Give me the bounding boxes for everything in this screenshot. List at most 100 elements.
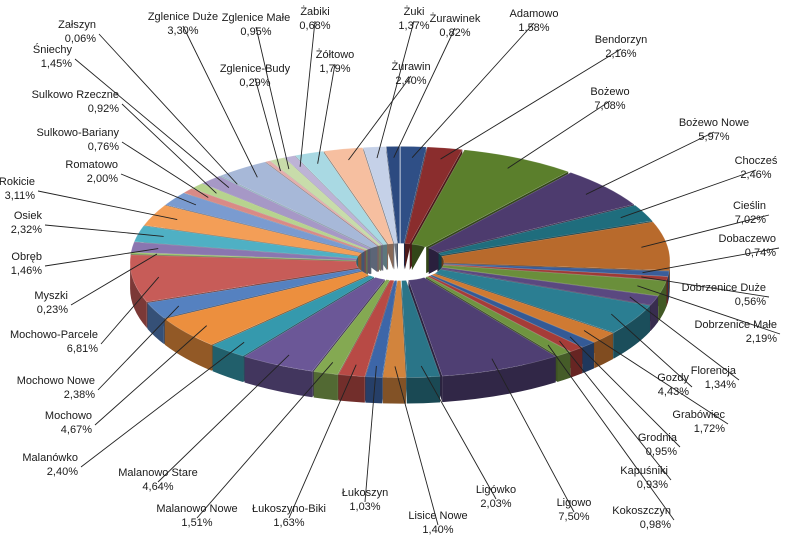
slice-grodnia[interactable] — [429, 274, 595, 348]
slice-zurawinek[interactable] — [385, 146, 401, 244]
data-label-bozewo-nowe: Bożewo Nowe 5,97% — [679, 117, 749, 143]
data-label-malanowo-nowe: Malanowo Nowe 1,51% — [156, 503, 237, 529]
slice-side-mochowo-nowe — [147, 302, 164, 345]
slice-name-sulkowo-rzeczne: Sulkowo Rzeczne — [32, 89, 119, 101]
slice-zglenice-budy[interactable] — [264, 160, 380, 247]
slice-name-osiek: Osiek — [14, 210, 43, 222]
slice-name-dobrzenice-male: Dobrzenice Małe — [694, 319, 777, 331]
slice-ligowo[interactable] — [408, 277, 557, 377]
slice-malanowko[interactable] — [211, 275, 375, 357]
slice-name-lisice-nowe: Lisice Nowe — [408, 510, 467, 522]
slice-sulkowo-rzeczne[interactable] — [191, 183, 369, 251]
data-label-mochowo-nowe: Mochowo Nowe 2,38% — [17, 375, 95, 401]
slice-value-ligowko: 2,03% — [480, 498, 511, 510]
slice-dobaczewo[interactable] — [443, 263, 670, 277]
slice-rokicie[interactable] — [143, 204, 363, 257]
slice-florencja[interactable] — [440, 267, 659, 306]
slice-name-florencja: Florencja — [691, 365, 737, 377]
leader-line-zurawin — [348, 75, 412, 161]
slice-zurawin[interactable] — [323, 147, 394, 245]
leader-line-kokoszczyn — [547, 344, 675, 521]
leader-line-bendorzyn — [440, 48, 622, 160]
slice-value-zglenice-duze: 3,30% — [167, 25, 198, 37]
slice-side-ligowko — [406, 376, 441, 404]
slice-side-lukoszyno-biki — [338, 374, 365, 403]
leader-line-malanowo-nowe — [196, 362, 334, 519]
slice-obreb[interactable] — [130, 241, 358, 261]
slice-name-dobaczewo: Dobaczewo — [719, 233, 776, 245]
slice-value-mochowo: 4,67% — [61, 424, 92, 436]
slice-name-zurawin: Żurawin — [391, 60, 430, 73]
slice-side-lukoszyn — [365, 376, 383, 404]
slice-osiek[interactable] — [133, 225, 359, 259]
slice-value-lisice-nowe: 1,40% — [422, 524, 453, 535]
slice-side-dobaczewo — [667, 271, 670, 303]
leader-line-bozewo-nowe — [585, 131, 715, 195]
slice-malanowo-nowe[interactable] — [313, 279, 391, 375]
leader-line-lukoszyn — [364, 365, 377, 503]
slice-lukoszyn[interactable] — [365, 280, 398, 378]
slice-bozewo[interactable] — [411, 149, 569, 248]
slice-zoltowo[interactable] — [294, 150, 388, 246]
slice-zglenice-male[interactable] — [269, 157, 382, 246]
slice-sulkowo-bariany[interactable] — [183, 188, 367, 252]
data-label-malanowo-stare: Malanowo Stare 4,64% — [118, 467, 198, 493]
slice-romatowo[interactable] — [164, 192, 366, 253]
slice-name-zuki: Żuki — [404, 5, 425, 18]
slice-dobrzenice-male[interactable] — [441, 264, 667, 297]
leader-line-osiek — [44, 224, 164, 237]
data-label-gozdy: Gozdy 4,43% — [657, 372, 689, 398]
slice-name-zglenice-male: Zglenice Małe — [222, 12, 290, 24]
slice-mochowo-nowe[interactable] — [146, 268, 362, 319]
slice-zglenice-duze[interactable] — [220, 161, 379, 249]
slice-ligowko[interactable] — [401, 280, 441, 378]
leader-line-obreb — [44, 248, 159, 267]
leader-line-cieslin — [641, 214, 770, 248]
slice-kokoszczyn[interactable] — [425, 276, 572, 357]
leader-line-grabowiec — [583, 330, 729, 425]
leader-line-kapusniki — [559, 340, 672, 481]
slice-name-bozewo-nowe: Bożewo Nowe — [679, 117, 749, 129]
data-label-zglenice-male: Zglenice Małe 0,95% — [222, 12, 290, 38]
slice-lukoszyno-biki[interactable] — [337, 279, 395, 377]
slice-value-kokoszczyn: 0,98% — [640, 519, 671, 531]
slice-value-grodnia: 0,95% — [646, 446, 677, 458]
slice-side-dobrzenice-duze — [666, 276, 668, 307]
data-label-lukoszyno-biki: Łukoszyno-Biki 1,63% — [252, 503, 326, 529]
leader-line-sniechy — [74, 58, 230, 188]
slice-malanowo-stare[interactable] — [243, 277, 386, 372]
data-label-zglenice-duze: Zglenice Duże 3,30% — [148, 11, 218, 37]
slice-mochowo-parcele[interactable] — [129, 254, 359, 303]
slice-name-bozewo: Bożewo — [590, 86, 629, 98]
slice-value-gozdy: 4,43% — [658, 386, 689, 398]
slice-value-adamowo: 1,58% — [518, 22, 549, 34]
slice-zalszyn[interactable] — [218, 175, 372, 249]
data-label-bozewo: Bożewo 7,08% — [590, 86, 629, 112]
slice-grabowiec[interactable] — [431, 273, 614, 343]
slice-value-florencja: 1,34% — [705, 379, 736, 391]
data-label-grodnia: Grodnia 0,95% — [638, 432, 678, 458]
slice-bozewo-nowe[interactable] — [427, 172, 635, 253]
slice-bendorzyn[interactable] — [404, 146, 463, 245]
slice-mochowo[interactable] — [164, 271, 370, 346]
slice-kapusniki[interactable] — [427, 275, 584, 352]
data-label-dobaczewo: Dobaczewo 0,74% — [719, 233, 777, 259]
data-label-sulkowo-rzeczne: Sulkowo Rzeczne 0,92% — [32, 89, 120, 115]
data-label-choczes: Chocześ 2,46% — [735, 155, 778, 181]
leader-line-gozdy — [611, 313, 693, 388]
leader-line-mochowo-parcele — [100, 276, 160, 345]
leader-line-zurawinek — [393, 27, 456, 158]
slice-adamowo[interactable] — [400, 146, 427, 244]
slice-myszki[interactable] — [130, 252, 357, 262]
slice-dobrzenice-duze[interactable] — [443, 264, 669, 281]
slice-zabiki[interactable] — [283, 155, 384, 246]
slice-sniechy[interactable] — [201, 175, 372, 250]
slice-side-malanowo-stare — [244, 356, 313, 398]
slice-name-grodnia: Grodnia — [638, 432, 678, 444]
slice-gozdy[interactable] — [434, 269, 651, 333]
data-label-lukoszyn: Łukoszyn 1,03% — [342, 487, 388, 513]
slice-value-zurawin: 2,40% — [395, 75, 426, 87]
data-label-malanowko: Malanówko 2,40% — [22, 452, 78, 478]
slice-zuki[interactable] — [362, 146, 398, 244]
slice-value-zuki: 1,37% — [398, 20, 429, 32]
